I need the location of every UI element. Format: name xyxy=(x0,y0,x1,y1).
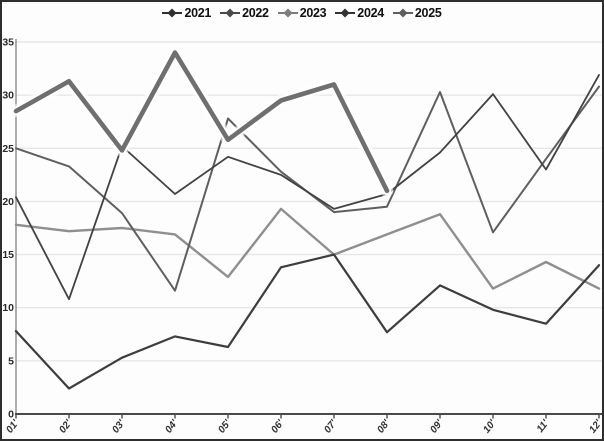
y-axis-tick-label: 20 xyxy=(2,196,14,208)
series-line-2024 xyxy=(15,74,600,301)
y-axis-tick-label: 25 xyxy=(2,143,14,155)
series-line-2021 xyxy=(14,253,601,390)
chart-legend: 2021 2022 2023 2024 2025 xyxy=(2,6,602,20)
series-line-2025 xyxy=(13,50,390,194)
legend-item-2024: 2024 xyxy=(335,6,384,20)
x-axis-tick-label: 06' xyxy=(269,418,286,436)
x-axis-tick-label: 09' xyxy=(428,418,445,436)
legend-item-2025: 2025 xyxy=(392,6,442,20)
legend-diamond-marker-icon xyxy=(335,8,356,18)
y-axis-tick-label: 35 xyxy=(2,37,14,49)
x-axis-tick-label: 04' xyxy=(163,418,180,436)
x-axis-tick-label: 03' xyxy=(110,418,127,436)
legend-item-2022: 2022 xyxy=(220,6,269,20)
series-line-2023 xyxy=(14,207,601,290)
legend-diamond-marker-icon xyxy=(277,8,298,18)
legend-label: 2023 xyxy=(299,6,327,20)
x-axis-tick-label: 11' xyxy=(535,418,552,435)
y-axis-tick-label: 5 xyxy=(8,355,14,367)
legend-label: 2021 xyxy=(184,6,212,20)
x-axis-tick-label: 12' xyxy=(587,418,604,436)
x-axis-tick-label: 08' xyxy=(375,418,392,436)
x-axis-tick-label: 10' xyxy=(481,418,498,436)
legend-label: 2022 xyxy=(242,6,269,20)
x-axis-tick-label: 05' xyxy=(216,418,233,436)
legend-label: 2024 xyxy=(357,6,384,20)
legend-label: 2025 xyxy=(414,6,442,20)
x-axis-tick-label: 01' xyxy=(4,418,21,436)
y-axis-tick-label: 15 xyxy=(2,249,14,261)
series-halo-inner-2025 xyxy=(11,48,392,196)
x-axis-tick-label: 07' xyxy=(322,418,339,436)
y-axis-tick-label: 30 xyxy=(2,90,14,102)
y-axis-tick-label: 0 xyxy=(8,409,14,421)
series-halo-2025 xyxy=(9,46,394,198)
legend-item-2023: 2023 xyxy=(277,6,327,20)
legend-item-2021: 2021 xyxy=(162,6,211,20)
x-axis-tick-label: 02' xyxy=(57,418,74,436)
legend-diamond-marker-icon xyxy=(162,8,183,18)
y-axis-tick-label: 10 xyxy=(2,302,14,314)
legend-diamond-marker-icon xyxy=(392,8,413,18)
legend-diamond-marker-icon xyxy=(220,8,241,18)
